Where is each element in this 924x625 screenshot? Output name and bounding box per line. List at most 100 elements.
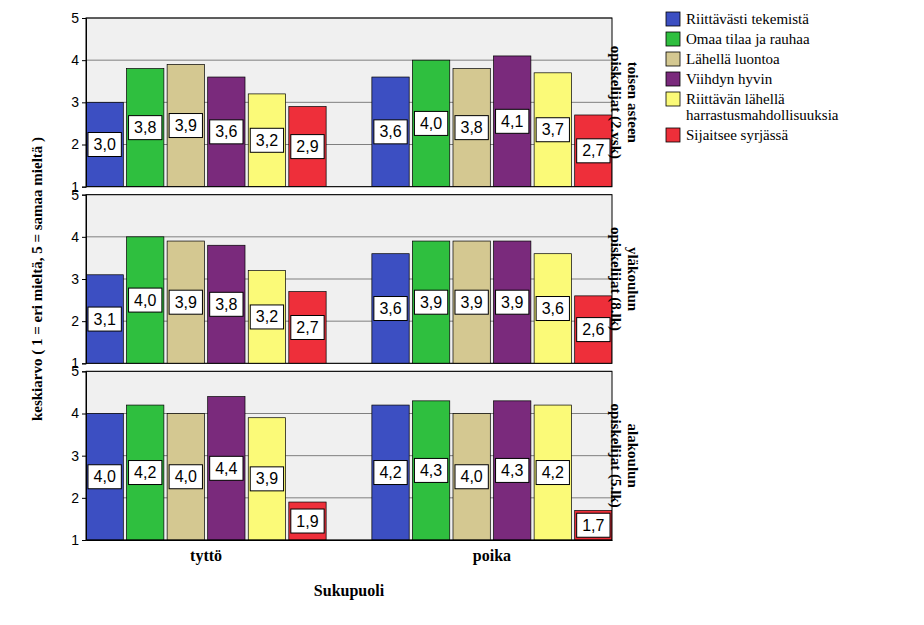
tick-label: 3 (71, 271, 79, 287)
tick: 4 (71, 405, 86, 421)
tick-mark (82, 237, 86, 238)
legend-swatch (666, 92, 680, 106)
data-label-box (536, 118, 569, 142)
data-label-box (169, 465, 202, 489)
tick: 3 (71, 94, 86, 110)
data-label-box (536, 297, 569, 321)
tick: 2 (71, 136, 86, 152)
axis-line (82, 19, 87, 188)
tick-mark (82, 60, 86, 61)
tick: 2 (71, 313, 86, 329)
data-label: 3,8 (134, 119, 156, 136)
bar (167, 64, 204, 186)
data-label-box (129, 116, 162, 140)
data-label: 4,0 (94, 468, 116, 485)
bar (412, 241, 449, 363)
tick-mark (82, 414, 86, 415)
plot-frame (86, 18, 612, 187)
tick-label: 3 (71, 94, 79, 110)
panel-title: alakoulunopiskelijat (5.lk) (607, 404, 641, 508)
tick: tyttö (190, 540, 222, 565)
data-label: 4,2 (134, 464, 156, 481)
tick-mark (82, 145, 86, 146)
legend: Riittävästi tekemistäOmaa tilaa ja rauha… (666, 11, 839, 143)
bar (167, 414, 204, 541)
data-label-box (374, 461, 407, 485)
bar (372, 254, 409, 364)
tick: 3 (71, 271, 86, 287)
data-label: 2,7 (582, 142, 604, 159)
data-label-box (169, 290, 202, 314)
bar (575, 510, 612, 540)
data-label: 4,0 (420, 115, 442, 132)
data-label: 3,9 (420, 294, 442, 311)
bar (86, 102, 123, 186)
bar (248, 94, 285, 187)
legend-label: Riittävän lähelläharrastusmahdollisuuksi… (686, 91, 839, 123)
y-axis: 12345 (71, 10, 86, 195)
data-label-box (414, 290, 447, 314)
plot-background (86, 371, 612, 540)
data-label: 3,9 (175, 294, 197, 311)
x-axis-title: Sukupuoli (314, 582, 385, 600)
legend-label: Lähellä luontoa (686, 51, 780, 67)
axis-line (87, 540, 613, 541)
data-label-box (88, 307, 121, 331)
bar (248, 271, 285, 364)
data-label: 4,3 (501, 462, 523, 479)
bars (86, 56, 612, 187)
data-label-box (414, 458, 447, 482)
tick-label: 1 (71, 532, 79, 548)
data-label: 4,0 (175, 468, 197, 485)
bar (372, 405, 409, 540)
data-label-box (250, 467, 283, 491)
tick-label: 2 (71, 313, 79, 329)
data-label-box (414, 111, 447, 135)
data-label: 4,3 (420, 462, 442, 479)
tick-label: 5 (71, 10, 79, 26)
data-labels: 3,03,63,84,03,93,83,64,13,23,72,92,7 (88, 109, 610, 163)
panel: 4,04,24,24,34,04,04,44,33,94,21,91,71234… (71, 363, 640, 565)
data-label-box (577, 513, 610, 537)
data-label: 3,2 (256, 308, 278, 325)
legend-label: Riittävästi tekemistä (686, 11, 809, 27)
data-label-box (536, 461, 569, 485)
data-label-box (250, 128, 283, 152)
data-label: 3,2 (256, 132, 278, 149)
data-label: 4,1 (501, 113, 523, 130)
data-label: 3,7 (542, 121, 564, 138)
bar (127, 405, 164, 540)
tick-label: poika (473, 547, 511, 565)
tick-label: 4 (71, 52, 79, 68)
bar (289, 107, 326, 187)
tick-label: 3 (71, 448, 79, 464)
data-label-box (577, 139, 610, 163)
bar (412, 60, 449, 186)
data-label-box (88, 133, 121, 157)
tick-label: 4 (71, 229, 79, 245)
bar (208, 245, 245, 363)
data-label: 4,0 (134, 292, 156, 309)
legend-label: Viihdyn hyvin (686, 71, 773, 87)
chart: 3,03,63,84,03,93,83,64,13,23,72,92,71234… (0, 0, 924, 625)
bar (86, 275, 123, 364)
data-label-box (455, 116, 488, 140)
panel-title: toisen asteenopiskelijat (2.vsk) (607, 46, 641, 159)
bars (86, 237, 612, 364)
tick-mark (82, 540, 86, 541)
grid-line (86, 321, 612, 322)
data-label: 1,7 (582, 517, 604, 534)
bars (86, 397, 612, 540)
axis-line (82, 372, 87, 541)
tick-mark (82, 363, 86, 364)
plot-background (86, 18, 612, 187)
data-label-box (291, 509, 324, 533)
tick-mark (82, 498, 86, 499)
data-label: 3,0 (94, 136, 116, 153)
data-label: 3,1 (94, 311, 116, 328)
data-label: 3,9 (175, 117, 197, 134)
data-label-box (129, 461, 162, 485)
legend-swatch (666, 52, 680, 66)
bar (127, 237, 164, 363)
plot-frame (86, 195, 612, 364)
